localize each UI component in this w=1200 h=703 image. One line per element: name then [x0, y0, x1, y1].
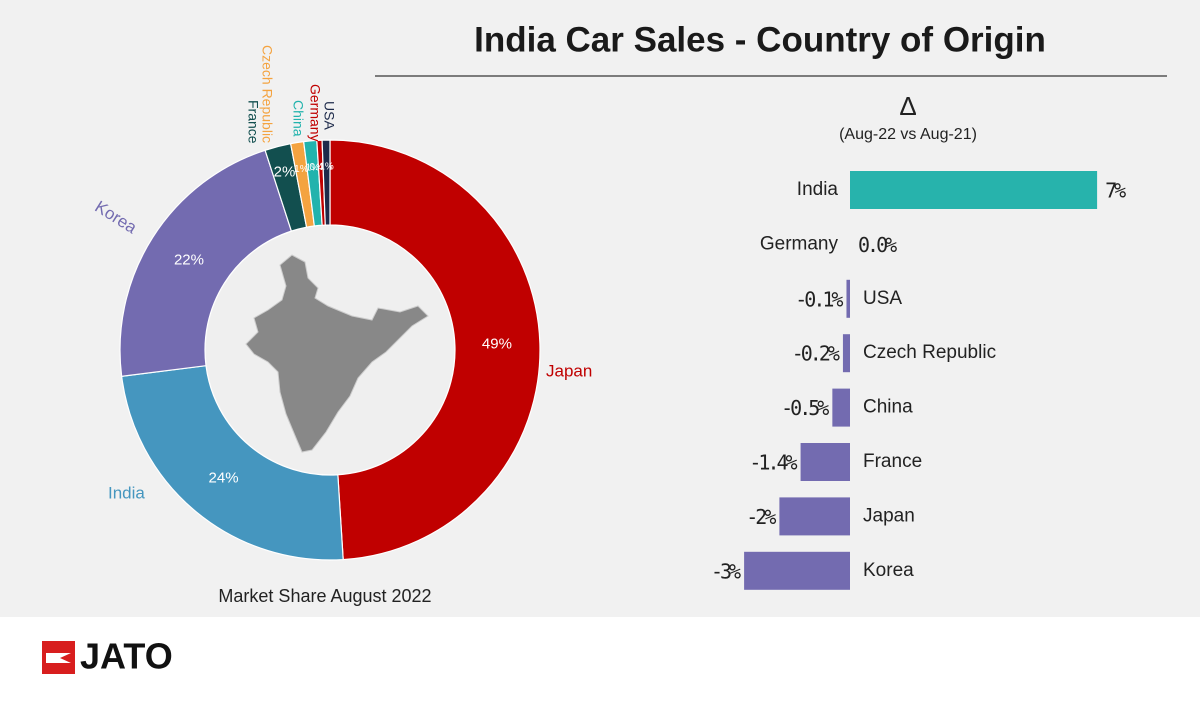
slice-name-label: USA [321, 101, 337, 130]
slice-value-label: 1% [294, 164, 309, 175]
category-label: China [863, 397, 913, 418]
bar [832, 388, 850, 427]
bar [800, 443, 850, 481]
bar [744, 551, 850, 590]
value-label: -0.2% [792, 342, 840, 366]
value-label: 7% [1105, 179, 1126, 203]
bar-chart-title: Δ [899, 91, 916, 121]
slice-value-label: 24% [209, 470, 239, 487]
slice-name-label: China [290, 100, 306, 137]
donut-slice [329, 139, 541, 561]
category-label: USA [863, 288, 902, 309]
slice-value-label: 2% [274, 164, 296, 181]
bar-chart-subtitle: (Aug-22 vs Aug-21) [839, 126, 977, 143]
logo-mark [46, 653, 71, 663]
value-label: -1.4% [749, 451, 797, 475]
donut-slice [119, 149, 293, 377]
slice-value-label: 1% [319, 162, 334, 173]
category-label: Czech Republic [863, 342, 996, 363]
donut-caption: Market Share August 2022 [218, 586, 431, 606]
value-label: -2% [746, 505, 776, 529]
value-label: -0.5% [781, 396, 829, 420]
donut-slice [321, 139, 331, 226]
category-label: Germany [760, 233, 839, 254]
logo: JATO [42, 636, 173, 677]
category-label: India [797, 179, 839, 200]
slice-value-label: 1% [306, 162, 321, 173]
slice-name-label: India [108, 483, 145, 502]
bar [850, 171, 1098, 209]
slice-value-label: 49% [482, 336, 512, 353]
bar [842, 334, 850, 373]
category-label: Japan [863, 505, 915, 526]
slice-value-label: 22% [174, 251, 204, 268]
slice-name-label: Germany [307, 84, 323, 142]
category-label: Korea [863, 560, 914, 581]
category-label: France [863, 451, 922, 472]
donut-slice [120, 364, 344, 561]
value-label: 0.0% [858, 233, 897, 257]
slice-value-label: 0.4% [309, 162, 332, 173]
bar [779, 497, 850, 536]
slice-name-label: France [245, 100, 261, 144]
value-label: -0.1% [795, 287, 843, 311]
footer [0, 617, 1200, 703]
slice-name-label: Czech Republic [259, 45, 275, 143]
bar [846, 279, 850, 318]
slice-name-label: Japan [546, 361, 592, 380]
india-map [245, 254, 429, 453]
logo-text: JATO [80, 636, 173, 677]
value-label: -3% [711, 559, 741, 583]
page-title: India Car Sales - Country of Origin [474, 20, 1046, 59]
